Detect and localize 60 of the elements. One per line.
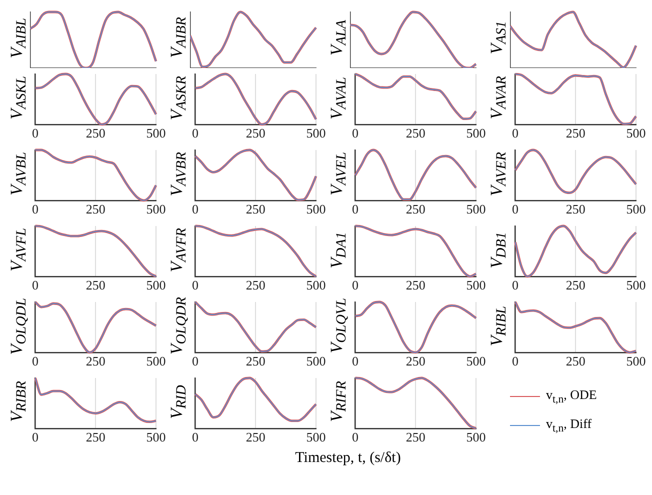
x-tick-label: 250 [406,202,426,217]
x-tick-label: 0 [32,430,38,445]
x-tick-label: 250 [86,202,106,217]
x-tick-label: 0 [192,430,198,445]
x-tick-label: 250 [86,354,106,369]
x-tick-label: 500 [306,278,326,293]
x-tick-label: 500 [626,278,646,293]
x-tick-label: 500 [146,126,166,141]
x-tick-label: 250 [86,278,106,293]
x-tick-label: 0 [512,278,518,293]
x-tick-label: 0 [32,126,38,141]
legend-label: v$_{t,n}$, Diff [546,416,592,435]
x-tick-label: 0 [32,278,38,293]
x-tick-label: 250 [86,126,106,141]
x-tick-label: 250 [86,430,106,445]
x-tick-label: 0 [192,126,198,141]
x-tick-label: 500 [466,278,486,293]
x-tick-label: 500 [146,202,166,217]
x-tick-label: 250 [566,354,586,369]
x-tick-label: 250 [566,126,586,141]
x-tick-label: 500 [306,430,326,445]
x-tick-label: 500 [466,354,486,369]
x-tick-label: 250 [246,126,266,141]
x-tick-label: 0 [32,202,38,217]
x-tick-label: 250 [406,354,426,369]
x-tick-label: 250 [246,278,266,293]
x-tick-label: 500 [626,354,646,369]
x-tick-label: 250 [566,278,586,293]
x-tick-label: 0 [192,278,198,293]
x-tick-label: 0 [192,354,198,369]
x-tick-label: 500 [626,126,646,141]
x-tick-label: 500 [466,202,486,217]
x-tick-label: 250 [246,354,266,369]
x-tick-label: 500 [626,202,646,217]
x-tick-label: 0 [352,202,358,217]
x-tick-label: 500 [146,430,166,445]
x-axis-title: Timestep, t, (s/δt) [294,450,402,467]
x-tick-label: 500 [306,354,326,369]
x-tick-label: 0 [512,354,518,369]
x-tick-label: 500 [146,354,166,369]
legend-label: v$_{t,n}$, ODE [546,387,597,406]
x-tick-label: 0 [352,278,358,293]
x-tick-label: 250 [406,278,426,293]
x-tick-label: 0 [192,202,198,217]
x-tick-label: 500 [306,202,326,217]
x-tick-label: 250 [406,126,426,141]
x-tick-label: 500 [466,126,486,141]
x-tick-label: 0 [352,430,358,445]
x-tick-label: 250 [246,430,266,445]
x-tick-label: 500 [146,278,166,293]
x-tick-label: 250 [566,202,586,217]
x-tick-label: 0 [512,126,518,141]
x-tick-label: 250 [406,430,426,445]
x-tick-label: 250 [246,202,266,217]
x-tick-label: 0 [512,202,518,217]
x-tick-label: 500 [306,126,326,141]
x-tick-label: 500 [466,430,486,445]
x-tick-label: 0 [352,354,358,369]
x-tick-label: 0 [32,354,38,369]
x-tick-label: 0 [352,126,358,141]
